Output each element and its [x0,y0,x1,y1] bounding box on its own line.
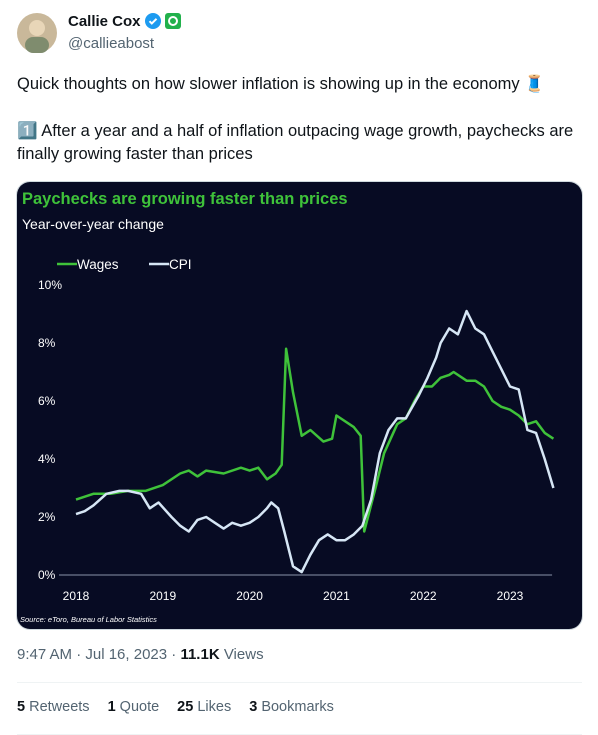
line [75,347,555,533]
stat-count: 25 [177,699,194,715]
stat-count: 5 [17,699,26,715]
tweet-meta: 9:47 AM · Jul 16, 2023 · 11.1K Views [17,646,264,663]
avatar[interactable] [17,13,57,53]
x-tick-label: 2020 [236,589,263,603]
views-label: Views [223,646,264,663]
x-tick-label: 2022 [410,589,437,603]
stat-label: Retweets [29,699,90,715]
stat-label: Quote [119,699,160,715]
stat[interactable]: 25 Likes [177,699,231,715]
name[interactable]: Callie Cox [68,13,141,30]
line [75,309,555,574]
y-tick-label: 8% [38,336,56,350]
y-tick-label: 0% [38,568,56,582]
views-count: 11.1K [180,646,220,663]
y-tick-label: 4% [38,452,56,466]
stat-label: Bookmarks [261,699,334,715]
legend-label: Wages [77,257,119,272]
stat[interactable]: 3 Bookmarks [249,699,334,715]
separator: · [171,646,177,663]
x-tick-label: 2023 [497,589,524,603]
verified-badge [144,13,161,29]
x-tick-label: 2021 [323,589,350,603]
chart[interactable]: Paychecks are growing faster than prices… [16,181,583,630]
chart-bg [17,182,582,629]
y-tick-label: 10% [38,278,62,292]
timestamp[interactable]: 9:47 AM · Jul 16, 2023 [17,646,168,663]
stat-count: 3 [249,699,258,715]
y-tick-label: 6% [38,394,56,408]
chart-title: Paychecks are growing faster than prices [22,190,348,208]
stat-label: Likes [197,699,232,715]
x-tick-label: 2019 [149,589,176,603]
chart-source: Source: eToro, Bureau of Labor Statistic… [20,615,157,624]
tweet-text: Quick thoughts on how slower inflation i… [17,75,545,93]
x-tick-label: 2018 [63,589,90,603]
stat[interactable]: 5 Retweets [17,699,90,715]
chart-subtitle: Year-over-year change [22,216,164,232]
stat[interactable]: 1 Quote [108,699,160,715]
y-tick-label: 2% [38,510,56,524]
author-handle[interactable]: @callieabost [68,35,155,52]
tweet-stats: 5 Retweets 1 Quote 25 Likes 3 Bookmarks [17,699,334,715]
affiliate-badge [164,13,181,29]
author-name[interactable]: Callie Cox [68,13,181,30]
tweet-text: 1️⃣ After a year and a half of inflation… [17,122,574,163]
divider [17,682,582,683]
legend-label: CPI [169,257,192,272]
stat-count: 1 [107,699,116,715]
